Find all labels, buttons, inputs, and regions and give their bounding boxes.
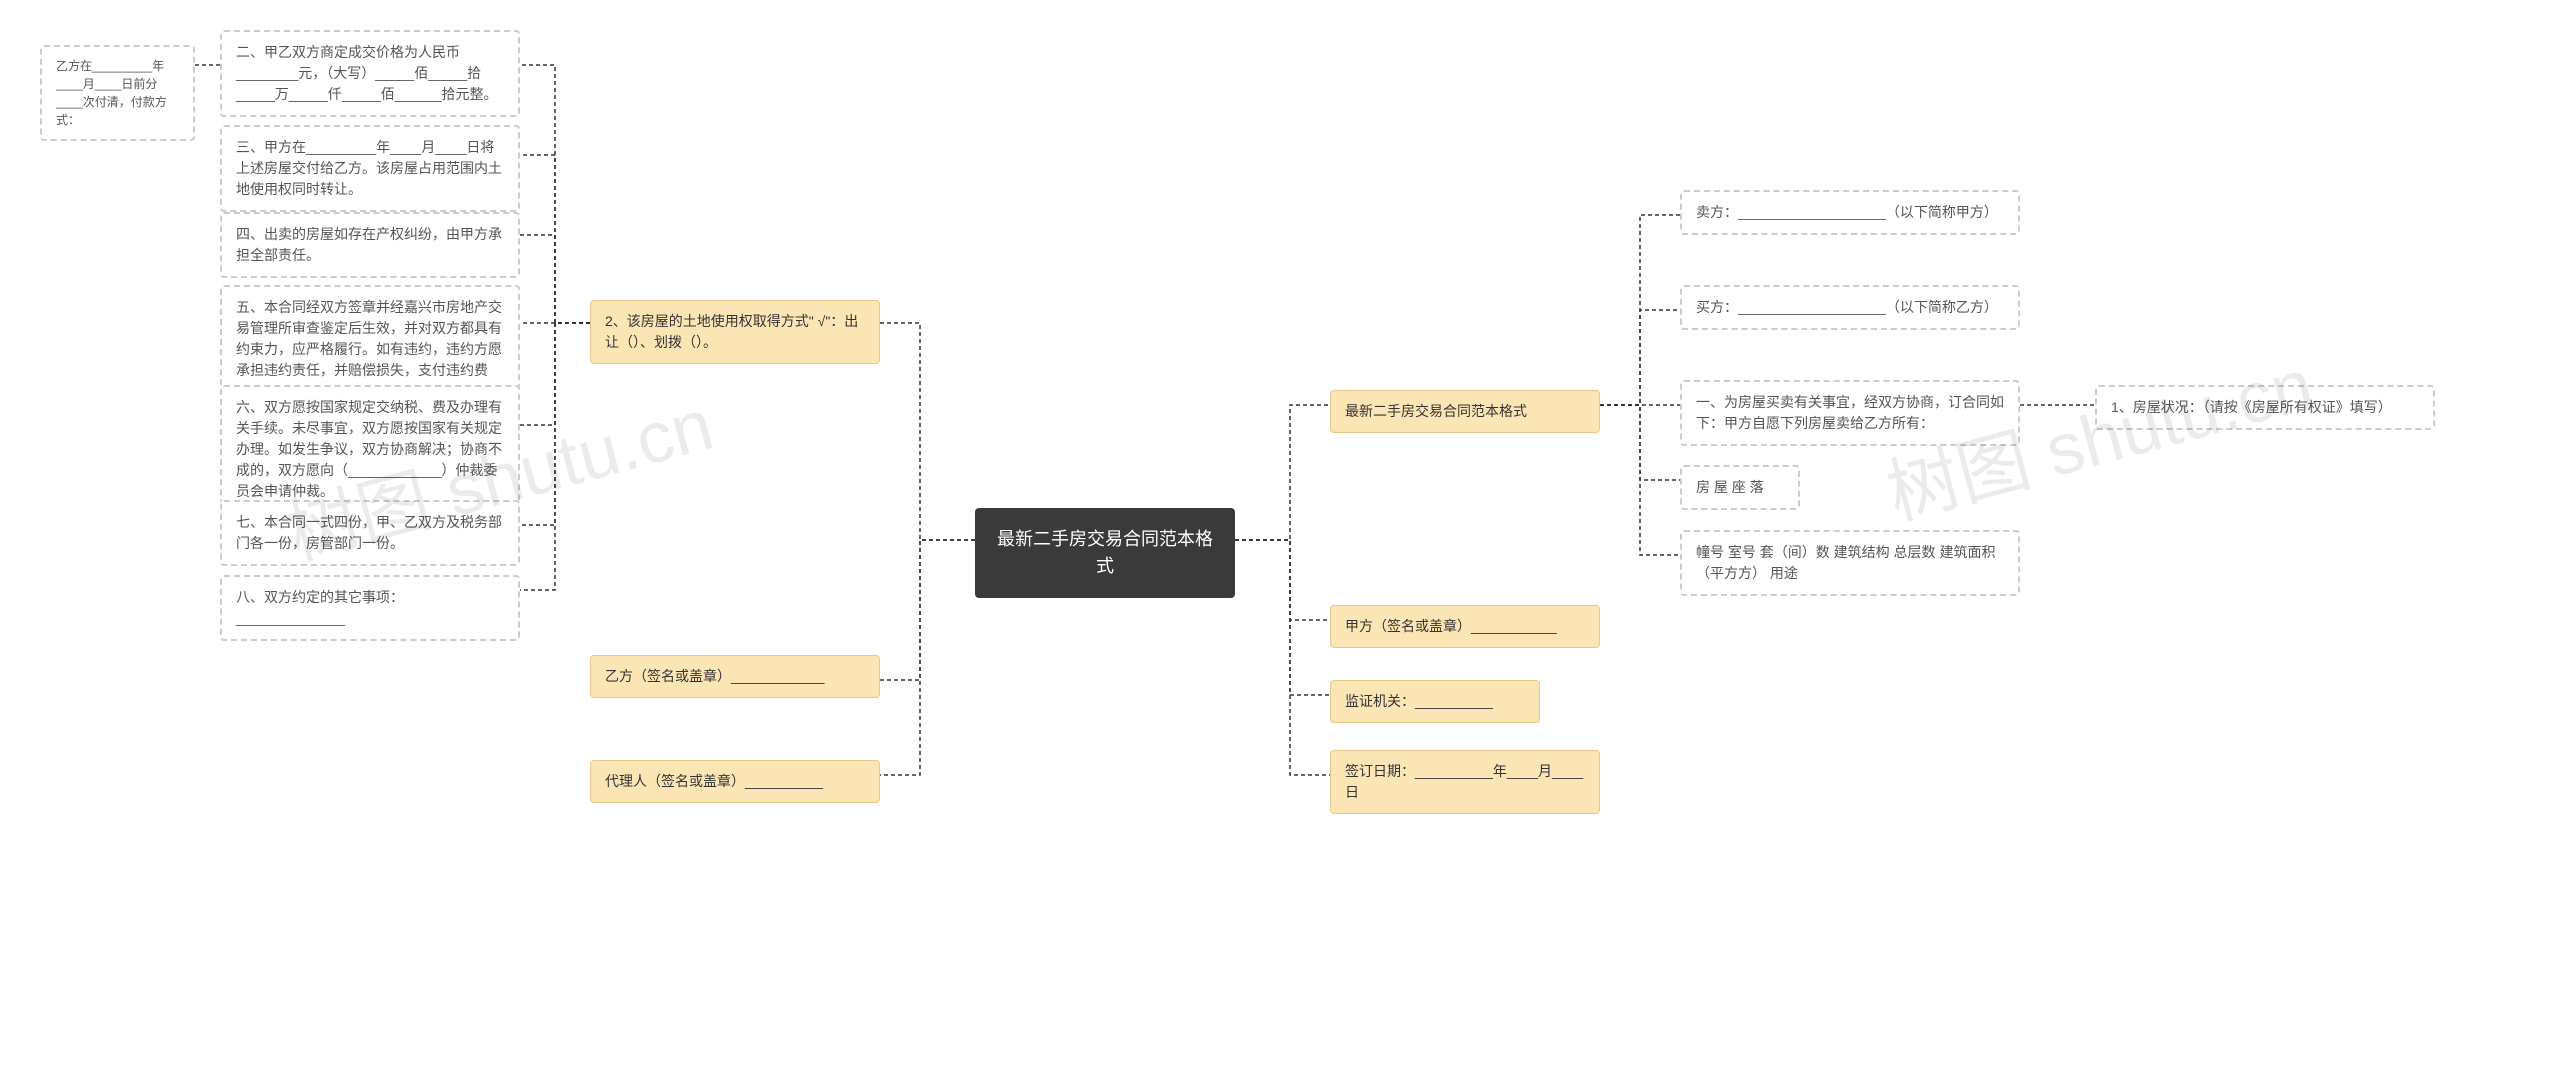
node-text: 五、本合同经双方签章并经嘉兴市房地产交易管理所审查鉴定后生效，并对双方都具有约束… xyxy=(236,299,502,399)
left-branch-3: 代理人（签名或盖章）__________ xyxy=(590,760,880,803)
right-branch-2: 甲方（签名或盖章）___________ xyxy=(1330,605,1600,648)
node-label: 代理人（签名或盖章）__________ xyxy=(605,773,823,789)
right-b1-c2: 买方：___________________（以下简称乙方） xyxy=(1680,285,2020,330)
node-text: 一、为房屋买卖有关事宜，经双方协商，订合同如下：甲方自愿下列房屋卖给乙方所有： xyxy=(1696,394,2004,431)
left-b1-c5: 六、双方愿按国家规定交纳税、费及办理有关手续。未尽事宜，双方愿按国家有关规定办理… xyxy=(220,385,520,514)
center-title: 最新二手房交易合同范本格式 xyxy=(997,529,1213,576)
left-b1-c1-sub: 乙方在_________年____月____日前分____次付清，付款方式： xyxy=(40,45,195,141)
right-b1-c3: 一、为房屋买卖有关事宜，经双方协商，订合同如下：甲方自愿下列房屋卖给乙方所有： xyxy=(1680,380,2020,446)
node-text: 七、本合同一式四份，甲、乙双方及税务部门各一份，房管部门一份。 xyxy=(236,514,502,551)
node-text: 1、房屋状况：（请按《房屋所有权证》填写） xyxy=(2111,399,2392,415)
node-text: 乙方在_________年____月____日前分____次付清，付款方式： xyxy=(56,59,167,127)
right-branch-3: 监证机关：__________ xyxy=(1330,680,1540,723)
left-branch-1: 2、该房屋的土地使用权取得方式" √"：出让（）、划拨（）。 xyxy=(590,300,880,364)
right-b1-c4: 房 屋 座 落 xyxy=(1680,465,1800,510)
right-b1-c3-sub: 1、房屋状况：（请按《房屋所有权证》填写） xyxy=(2095,385,2435,430)
right-b1-c5: 幢号 室号 套（间）数 建筑结构 总层数 建筑面积（平方方） 用途 xyxy=(1680,530,2020,596)
left-b1-c6: 七、本合同一式四份，甲、乙双方及税务部门各一份，房管部门一份。 xyxy=(220,500,520,566)
node-text: 六、双方愿按国家规定交纳税、费及办理有关手续。未尽事宜，双方愿按国家有关规定办理… xyxy=(236,399,502,499)
node-text: 幢号 室号 套（间）数 建筑结构 总层数 建筑面积（平方方） 用途 xyxy=(1696,544,1995,581)
left-b1-c3: 四、出卖的房屋如存在产权纠纷，由甲方承担全部责任。 xyxy=(220,212,520,278)
node-label: 甲方（签名或盖章）___________ xyxy=(1345,618,1557,634)
node-text: 房 屋 座 落 xyxy=(1696,479,1764,495)
node-label: 签订日期：__________年____月____日 xyxy=(1345,763,1583,800)
node-text: 卖方：___________________（以下简称甲方） xyxy=(1696,204,1998,220)
node-text: 二、甲乙双方商定成交价格为人民币________元，（大写）_____佰____… xyxy=(236,44,498,102)
left-b1-c2: 三、甲方在_________年____月____日将上述房屋交付给乙方。该房屋占… xyxy=(220,125,520,212)
right-b1-c1: 卖方：___________________（以下简称甲方） xyxy=(1680,190,2020,235)
left-b1-c1: 二、甲乙双方商定成交价格为人民币________元，（大写）_____佰____… xyxy=(220,30,520,117)
left-b1-c7: 八、双方约定的其它事项：______________ xyxy=(220,575,520,641)
node-label: 2、该房屋的土地使用权取得方式" √"：出让（）、划拨（）。 xyxy=(605,313,858,350)
node-label: 乙方（签名或盖章）____________ xyxy=(605,668,824,684)
node-label: 最新二手房交易合同范本格式 xyxy=(1345,403,1527,419)
right-branch-1: 最新二手房交易合同范本格式 xyxy=(1330,390,1600,433)
left-branch-2: 乙方（签名或盖章）____________ xyxy=(590,655,880,698)
node-text: 买方：___________________（以下简称乙方） xyxy=(1696,299,1998,315)
node-text: 八、双方约定的其它事项：______________ xyxy=(236,589,404,626)
node-text: 三、甲方在_________年____月____日将上述房屋交付给乙方。该房屋占… xyxy=(236,139,502,197)
right-branch-4: 签订日期：__________年____月____日 xyxy=(1330,750,1600,814)
node-label: 监证机关：__________ xyxy=(1345,693,1493,709)
node-text: 四、出卖的房屋如存在产权纠纷，由甲方承担全部责任。 xyxy=(236,226,502,263)
center-node: 最新二手房交易合同范本格式 xyxy=(975,508,1235,598)
